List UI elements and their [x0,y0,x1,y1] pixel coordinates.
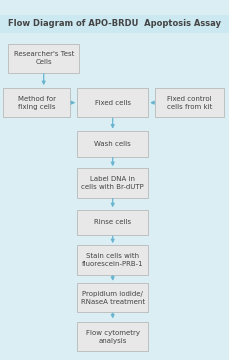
FancyBboxPatch shape [77,246,148,274]
FancyBboxPatch shape [77,283,148,312]
Text: Flow Diagram of APO-BRDU  Apoptosis Assay: Flow Diagram of APO-BRDU Apoptosis Assay [8,19,221,28]
Text: Rinse cells: Rinse cells [94,219,131,225]
Text: Fixed cells: Fixed cells [94,100,130,105]
FancyBboxPatch shape [8,44,79,73]
Text: Wash cells: Wash cells [94,141,131,147]
FancyBboxPatch shape [3,88,70,117]
FancyBboxPatch shape [77,131,148,157]
Text: Researcher's Test
Cells: Researcher's Test Cells [14,51,74,65]
FancyBboxPatch shape [77,210,148,235]
FancyBboxPatch shape [77,88,148,117]
FancyBboxPatch shape [77,168,148,198]
Text: Label DNA in
cells with Br-dUTP: Label DNA in cells with Br-dUTP [81,176,143,190]
FancyBboxPatch shape [0,14,229,33]
FancyBboxPatch shape [155,88,223,117]
Text: Method for
fixing cells: Method for fixing cells [18,96,56,110]
FancyBboxPatch shape [77,323,148,351]
Text: Stain cells with
fluorescein-PRB-1: Stain cells with fluorescein-PRB-1 [82,253,143,267]
Text: Fixed control
cells from kit: Fixed control cells from kit [166,96,212,110]
Text: Propidium iodide/
RNaseA treatment: Propidium iodide/ RNaseA treatment [80,291,144,305]
Text: Flow cytometry
analysis: Flow cytometry analysis [85,330,139,344]
